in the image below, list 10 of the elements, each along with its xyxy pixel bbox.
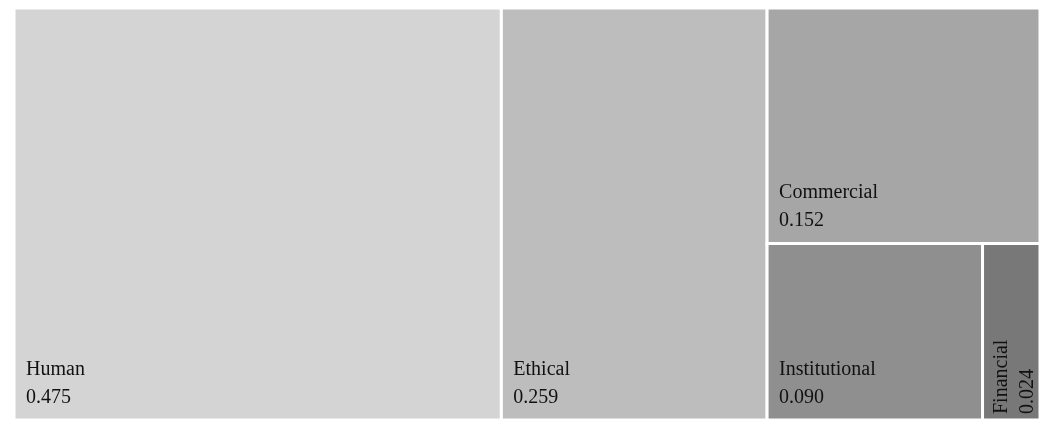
category-label: Institutional <box>779 357 877 379</box>
data-label: 0.024 <box>1014 369 1037 414</box>
data-label: 0.090 <box>779 385 825 407</box>
data-label: 0.475 <box>26 385 71 407</box>
data-label: 0.259 <box>513 385 559 407</box>
category-label: Ethical <box>513 357 571 379</box>
category-label: Commercial <box>779 180 879 203</box>
data-label: 0.152 <box>779 208 825 231</box>
category-label: Financial <box>988 339 1011 414</box>
category-label: Human <box>26 357 85 379</box>
